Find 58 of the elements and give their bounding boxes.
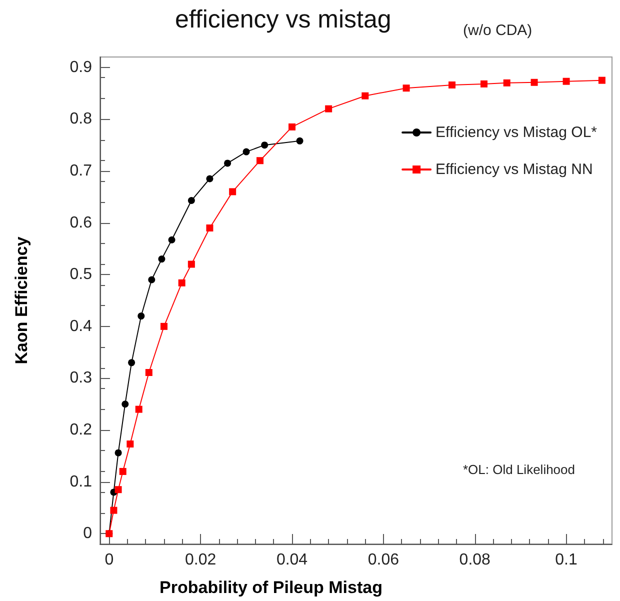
point	[530, 78, 538, 86]
point	[288, 123, 296, 130]
point	[110, 506, 118, 514]
point	[362, 92, 369, 100]
point	[296, 137, 304, 144]
point	[145, 369, 152, 376]
point	[178, 279, 186, 286]
y-tick-label: 0.5	[70, 266, 92, 284]
point	[119, 468, 126, 475]
x-tick-label: 0	[104, 552, 114, 568]
y-tick-label: 0.1	[70, 473, 92, 490]
point	[188, 260, 195, 268]
point	[261, 142, 268, 149]
annotation: *OL: Old Likelihood	[462, 462, 576, 477]
point	[242, 148, 250, 156]
point	[229, 188, 236, 196]
chart-title: efficiency vs mistag	[175, 6, 392, 34]
x-tick-label: 0.02	[185, 552, 216, 568]
point	[598, 76, 606, 84]
point	[122, 400, 129, 408]
x-axis-title: Probability of Pileup Mistag	[160, 578, 382, 597]
y-tick-label: 0.8	[70, 110, 92, 128]
point	[256, 157, 264, 164]
point	[402, 84, 410, 92]
point	[206, 175, 214, 182]
point	[135, 406, 142, 413]
point	[325, 105, 332, 112]
point	[114, 449, 122, 456]
point	[158, 256, 166, 263]
point	[188, 197, 195, 204]
y-tick-label: 0	[83, 525, 92, 542]
chart-subtitle: (w/o CDA)	[463, 22, 532, 39]
point	[168, 236, 176, 244]
x-tick-label: 0.1	[555, 552, 578, 568]
point	[128, 359, 136, 366]
point	[448, 81, 456, 88]
point	[206, 224, 214, 232]
legend-label: Efficiency vs Mistag NN	[436, 161, 593, 178]
y-tick-label: 0.4	[70, 318, 92, 335]
point	[126, 440, 134, 448]
point	[480, 80, 488, 88]
point	[114, 486, 122, 494]
y-tick-label: 0.2	[70, 422, 92, 439]
point	[562, 78, 570, 85]
y-tick-label: 0.9	[70, 58, 92, 76]
point	[160, 322, 168, 330]
point	[224, 160, 232, 167]
point	[148, 276, 156, 284]
legend-label: Efficiency vs Mistag OL*	[436, 124, 598, 141]
x-tick-label: 0.08	[459, 552, 491, 568]
y-tick-label: 0.6	[70, 214, 92, 232]
x-tick-label: 0.06	[368, 552, 400, 568]
y-tick-label: 0.3	[70, 370, 92, 387]
point	[138, 312, 145, 320]
point	[503, 79, 510, 86]
y-axis-title: Kaon Efficiency	[12, 236, 31, 364]
x-tick-label: 0.04	[276, 552, 308, 568]
y-tick-label: 0.7	[70, 162, 92, 180]
